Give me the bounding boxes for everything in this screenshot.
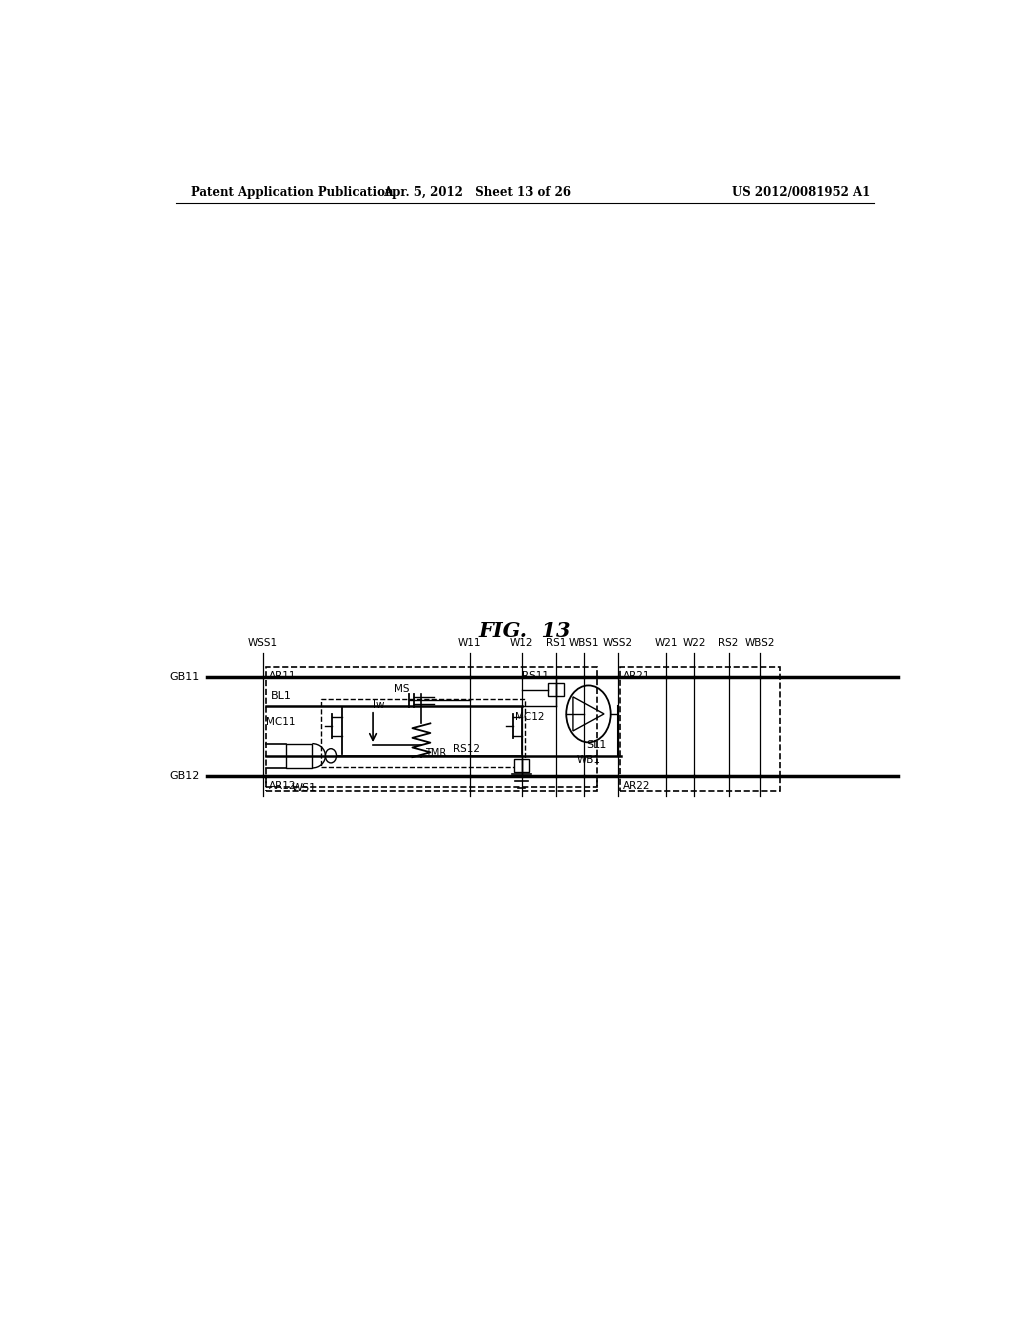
- Text: W22: W22: [682, 638, 706, 648]
- Bar: [621, 777, 780, 791]
- Text: GB11: GB11: [170, 672, 200, 681]
- Text: GB12: GB12: [170, 771, 200, 781]
- Text: WBS1: WBS1: [568, 638, 599, 648]
- Text: Apr. 5, 2012   Sheet 13 of 26: Apr. 5, 2012 Sheet 13 of 26: [383, 186, 571, 199]
- Text: TMR: TMR: [425, 748, 446, 758]
- Text: WB1: WB1: [577, 755, 600, 764]
- Bar: [514, 759, 529, 772]
- Text: AR22: AR22: [624, 781, 651, 792]
- Bar: [322, 700, 525, 767]
- Text: W11: W11: [458, 638, 481, 648]
- Text: W12: W12: [510, 638, 534, 648]
- Text: AR11: AR11: [269, 671, 297, 681]
- Text: Patent Application Publication: Patent Application Publication: [191, 186, 394, 199]
- Text: RS2: RS2: [719, 638, 739, 648]
- Text: FIG.  13: FIG. 13: [478, 620, 571, 642]
- Text: W21: W21: [654, 638, 678, 648]
- Text: MS: MS: [394, 684, 410, 693]
- Text: BL1: BL1: [271, 692, 292, 701]
- Bar: [621, 667, 780, 776]
- Text: WSS1: WSS1: [248, 638, 278, 648]
- Text: RS11: RS11: [521, 672, 549, 681]
- Text: MC11: MC11: [266, 717, 296, 727]
- Text: RS12: RS12: [453, 744, 480, 755]
- Text: WBS2: WBS2: [744, 638, 775, 648]
- Bar: [286, 743, 312, 768]
- Bar: [266, 667, 597, 787]
- Text: MC12: MC12: [515, 711, 544, 722]
- Text: AR21: AR21: [624, 671, 651, 681]
- Text: SL1: SL1: [586, 741, 606, 750]
- Text: AR12: AR12: [269, 781, 297, 792]
- Text: WSS2: WSS2: [603, 638, 633, 648]
- Text: Iw: Iw: [373, 700, 385, 710]
- Text: RS1: RS1: [546, 638, 566, 648]
- Bar: [266, 777, 597, 791]
- Text: WS1: WS1: [292, 783, 316, 793]
- Text: US 2012/0081952 A1: US 2012/0081952 A1: [732, 186, 870, 199]
- Bar: [549, 684, 563, 696]
